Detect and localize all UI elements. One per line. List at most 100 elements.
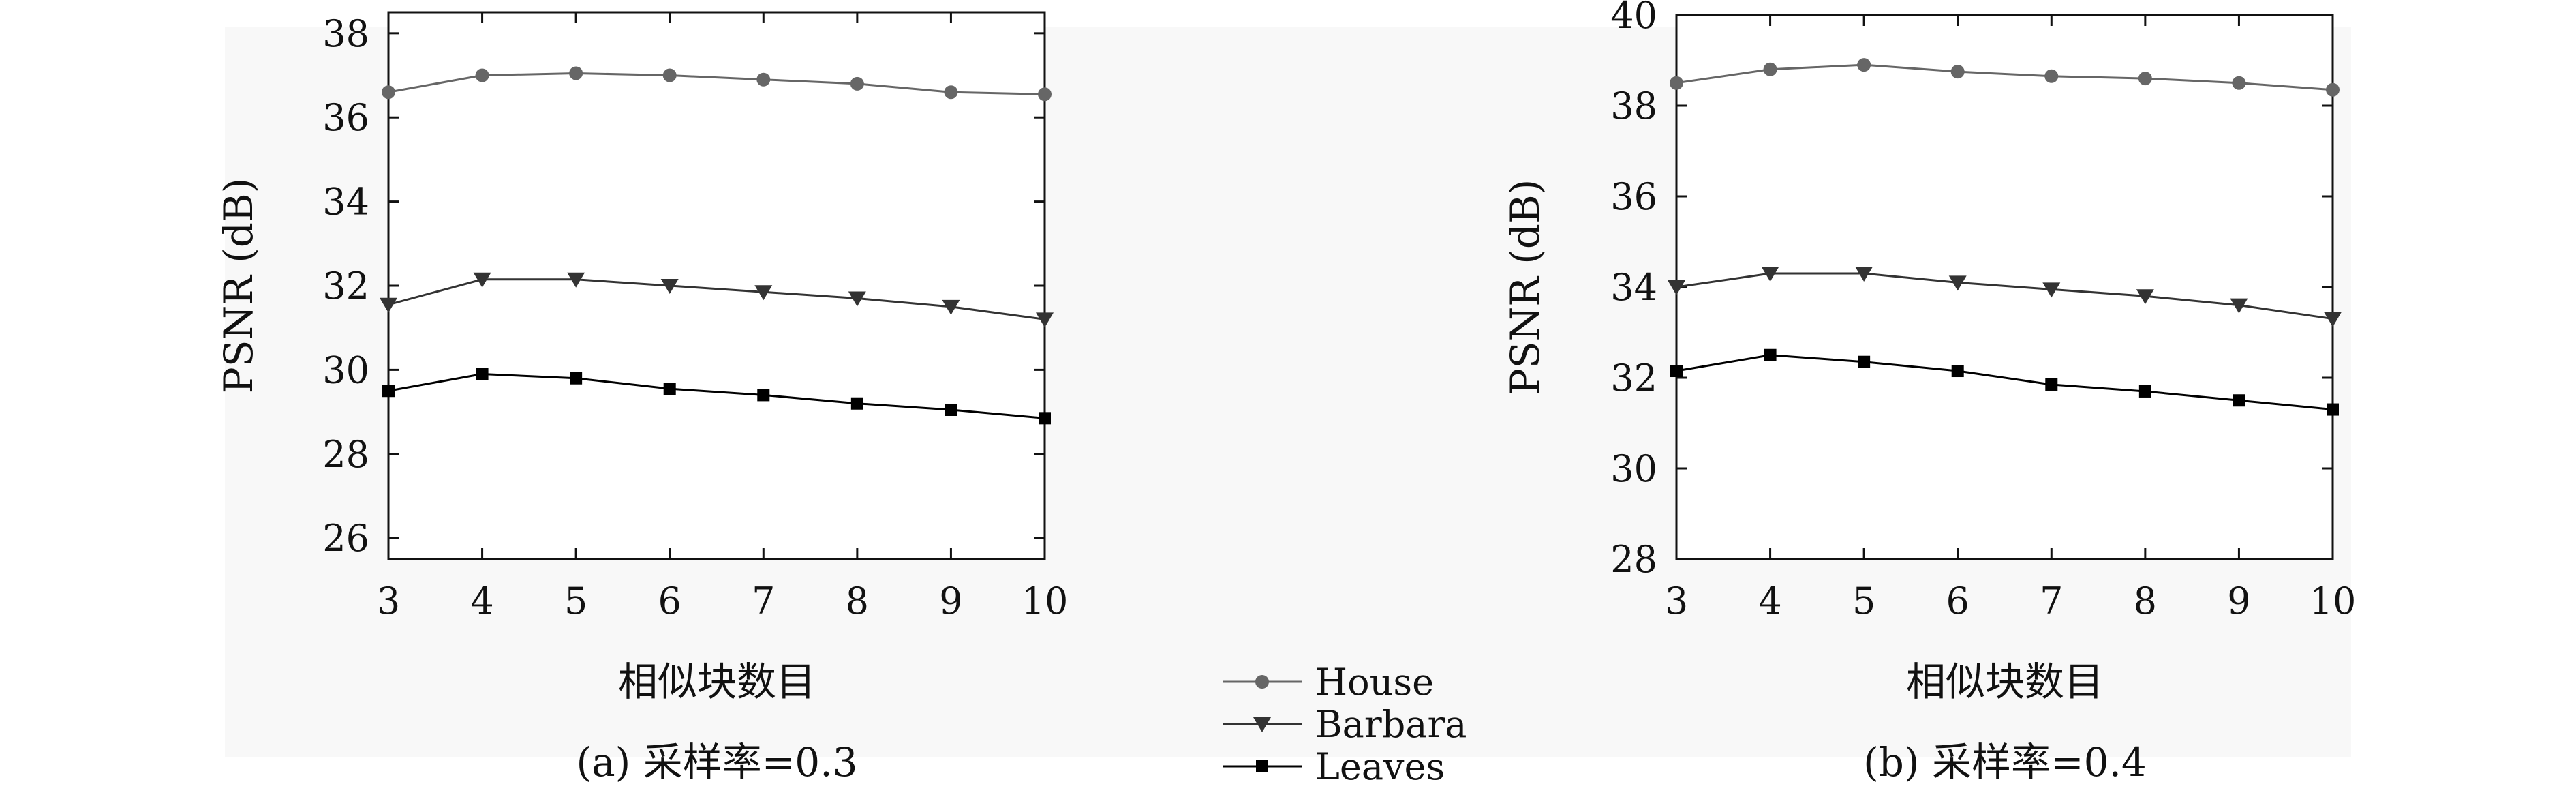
chart-caption: (b) 采样率=0.4 [1863, 739, 2147, 785]
series-line [1676, 354, 2333, 411]
data-point [2232, 76, 2246, 90]
data-point [2138, 72, 2152, 86]
y-tick-label: 26 [322, 517, 369, 560]
x-tick-label: 8 [2134, 580, 2157, 622]
data-point [1950, 65, 1965, 79]
x-tick-label: 5 [1852, 580, 1875, 622]
series-line [1676, 272, 2333, 320]
y-tick-label: 38 [1610, 85, 1657, 127]
y-tick-label: 36 [322, 96, 369, 139]
legend-label: Leaves [1315, 745, 1445, 788]
data-point [757, 389, 770, 402]
data-point [2326, 82, 2340, 97]
x-tick-label: 9 [939, 580, 962, 622]
y-tick-label: 40 [1610, 0, 1657, 37]
data-point [942, 299, 960, 315]
y-tick-label: 28 [1610, 538, 1657, 581]
series-house [1670, 58, 2340, 97]
x-tick-label: 3 [1665, 580, 1688, 622]
series-line [388, 278, 1045, 320]
series-line [388, 72, 1045, 95]
legend-label: House [1315, 661, 1434, 704]
y-tick-label: 30 [322, 348, 369, 391]
data-point [1038, 87, 1052, 102]
x-tick-label: 7 [2040, 580, 2063, 622]
y-tick-label: 34 [1610, 266, 1657, 309]
series-barbara [380, 272, 1054, 328]
data-point [944, 85, 958, 100]
data-point [1668, 280, 1685, 295]
data-point [1670, 365, 1683, 378]
y-tick-label: 38 [322, 12, 369, 55]
x-tick-label: 6 [658, 580, 681, 622]
y-axis-label: PSNR (dB) [215, 178, 262, 394]
data-point [660, 279, 679, 294]
x-axis-label: 相似块数目 [1906, 659, 2104, 705]
legend-marker [1253, 717, 1271, 732]
data-point [2136, 289, 2154, 305]
data-point [476, 368, 489, 380]
y-axis-label: PSNR (dB) [1502, 179, 1548, 395]
data-point [1764, 348, 1777, 361]
data-point [2042, 282, 2061, 298]
data-point [382, 385, 395, 397]
data-point [850, 397, 863, 410]
data-point [475, 68, 489, 82]
x-tick-label: 4 [1758, 580, 1781, 622]
x-tick-label: 3 [377, 580, 400, 622]
y-tick-label: 28 [322, 433, 369, 476]
data-point [567, 272, 585, 288]
series-leaves [1670, 348, 2339, 416]
data-point [754, 285, 773, 301]
data-point [2327, 403, 2339, 416]
data-point [945, 403, 957, 416]
y-tick-label: 30 [1610, 447, 1657, 490]
x-tick-label: 8 [846, 580, 869, 622]
data-point [1951, 365, 1964, 378]
legend-marker [1255, 675, 1269, 689]
data-point [473, 272, 491, 288]
legend-label: Barbara [1315, 703, 1467, 746]
data-point [1761, 267, 1779, 282]
y-tick-label: 32 [1610, 357, 1657, 400]
data-point [2045, 378, 2058, 391]
x-tick-label: 4 [470, 580, 493, 622]
y-tick-label: 34 [322, 181, 369, 224]
x-tick-label: 9 [2227, 580, 2250, 622]
series-line [388, 373, 1045, 419]
data-point [850, 76, 864, 91]
legend-marker [1256, 760, 1268, 772]
series-line [1676, 63, 2333, 91]
y-tick-label: 32 [322, 265, 369, 308]
data-point [1670, 76, 1683, 90]
x-tick-label: 5 [564, 580, 587, 622]
data-point [570, 372, 583, 385]
data-point [2230, 298, 2248, 314]
y-tick-label: 36 [1610, 175, 1657, 218]
data-point [1858, 355, 1871, 368]
data-point [2233, 394, 2245, 407]
x-axis-label: 相似块数目 [618, 659, 816, 705]
data-point [1763, 62, 1777, 76]
data-point [1039, 412, 1051, 425]
data-point [2044, 69, 2059, 83]
series-barbara [1668, 267, 2342, 327]
data-point [380, 297, 397, 313]
x-tick-label: 7 [752, 580, 775, 622]
data-point [1036, 312, 1054, 328]
data-point [848, 291, 866, 307]
data-point [1857, 58, 1871, 72]
data-point [1948, 275, 1967, 291]
data-point [663, 382, 676, 395]
data-point [382, 85, 395, 100]
data-point [2324, 312, 2342, 327]
data-point [569, 66, 583, 80]
series-house [382, 66, 1052, 102]
data-point [2138, 385, 2151, 397]
series-leaves [382, 368, 1051, 425]
data-point [662, 68, 677, 82]
